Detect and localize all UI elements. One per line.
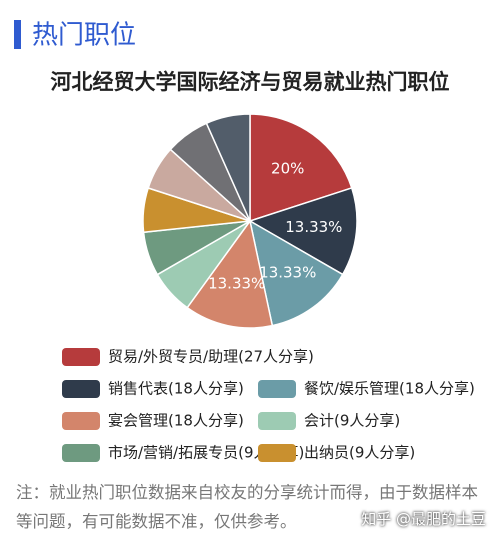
note: 注：就业热门职位数据来自校友的分享统计而得，由于数据样本等问题，有可能数据不准，…: [16, 483, 478, 531]
pie-slice: [248, 219, 344, 327]
legend-label: 宴会管理(18人分享): [108, 412, 244, 430]
pie-slice: [248, 186, 358, 276]
legend-swatch: [62, 444, 100, 462]
legend-label: 贸易/外贸专员/助理(27人分享): [108, 348, 314, 366]
legend-label: 餐饮/娱乐管理(18人分享): [304, 380, 475, 398]
data-label: 13.33%: [208, 274, 265, 292]
header-bar: [14, 20, 21, 49]
legend-swatch: [62, 380, 100, 398]
data-label: 20%: [271, 160, 304, 178]
pie-slice: [249, 113, 353, 223]
data-label: 13.33%: [259, 263, 316, 281]
legend-label: 出纳员(9人分享): [304, 444, 415, 462]
legend-swatch: [258, 412, 296, 430]
legend-swatch: [258, 380, 296, 398]
header-title: 热门职位: [32, 21, 136, 51]
data-label: 13.33%: [285, 218, 342, 236]
legend-label: 会计(9人分享): [304, 412, 400, 430]
pie-slice: [186, 219, 274, 329]
chart: 热门职位 河北经贸大学国际经济与贸易就业热门职位 20%13.33%13.33%…: [14, 20, 475, 462]
chart-title: 河北经贸大学国际经济与贸易就业热门职位: [51, 70, 450, 94]
legend-swatch: [62, 348, 100, 366]
legend-swatch: [258, 444, 296, 462]
pie-slice: [205, 113, 251, 222]
legend-label: 销售代表(18人分享): [108, 380, 244, 398]
watermark: 知乎 @最肥的土豆: [361, 510, 486, 528]
legend-label: 市场/营销/拓展专员(9人分享): [108, 444, 304, 462]
legend-swatch: [62, 412, 100, 430]
